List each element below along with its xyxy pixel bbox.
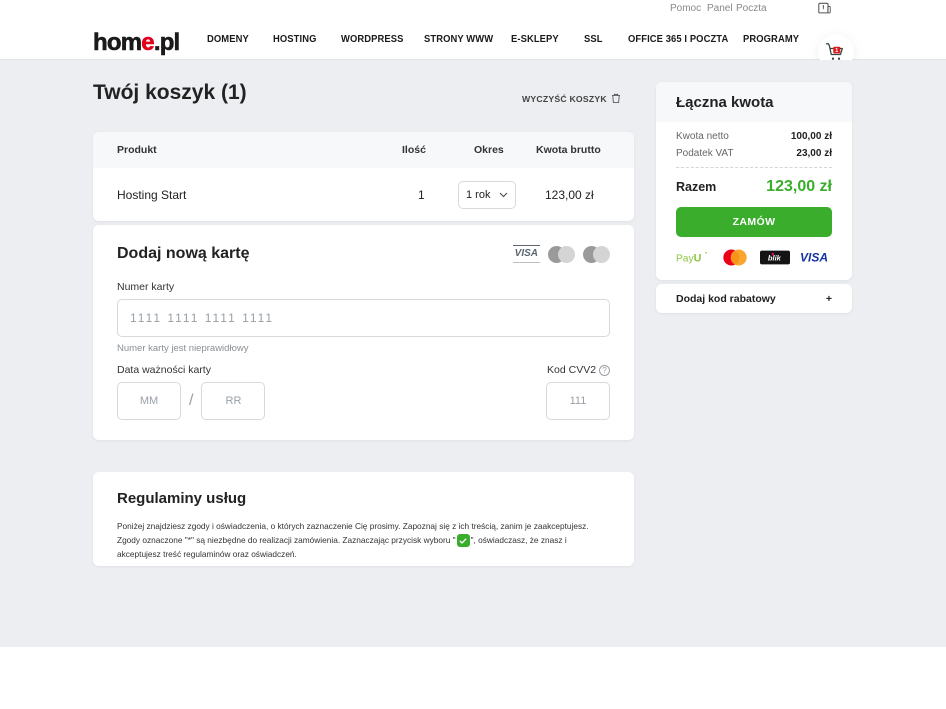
svg-text:VISA: VISA <box>800 251 828 264</box>
svg-text:1: 1 <box>835 48 838 54</box>
svg-text:PayU: PayU <box>676 252 702 264</box>
svg-text:blik: blik <box>768 254 782 263</box>
